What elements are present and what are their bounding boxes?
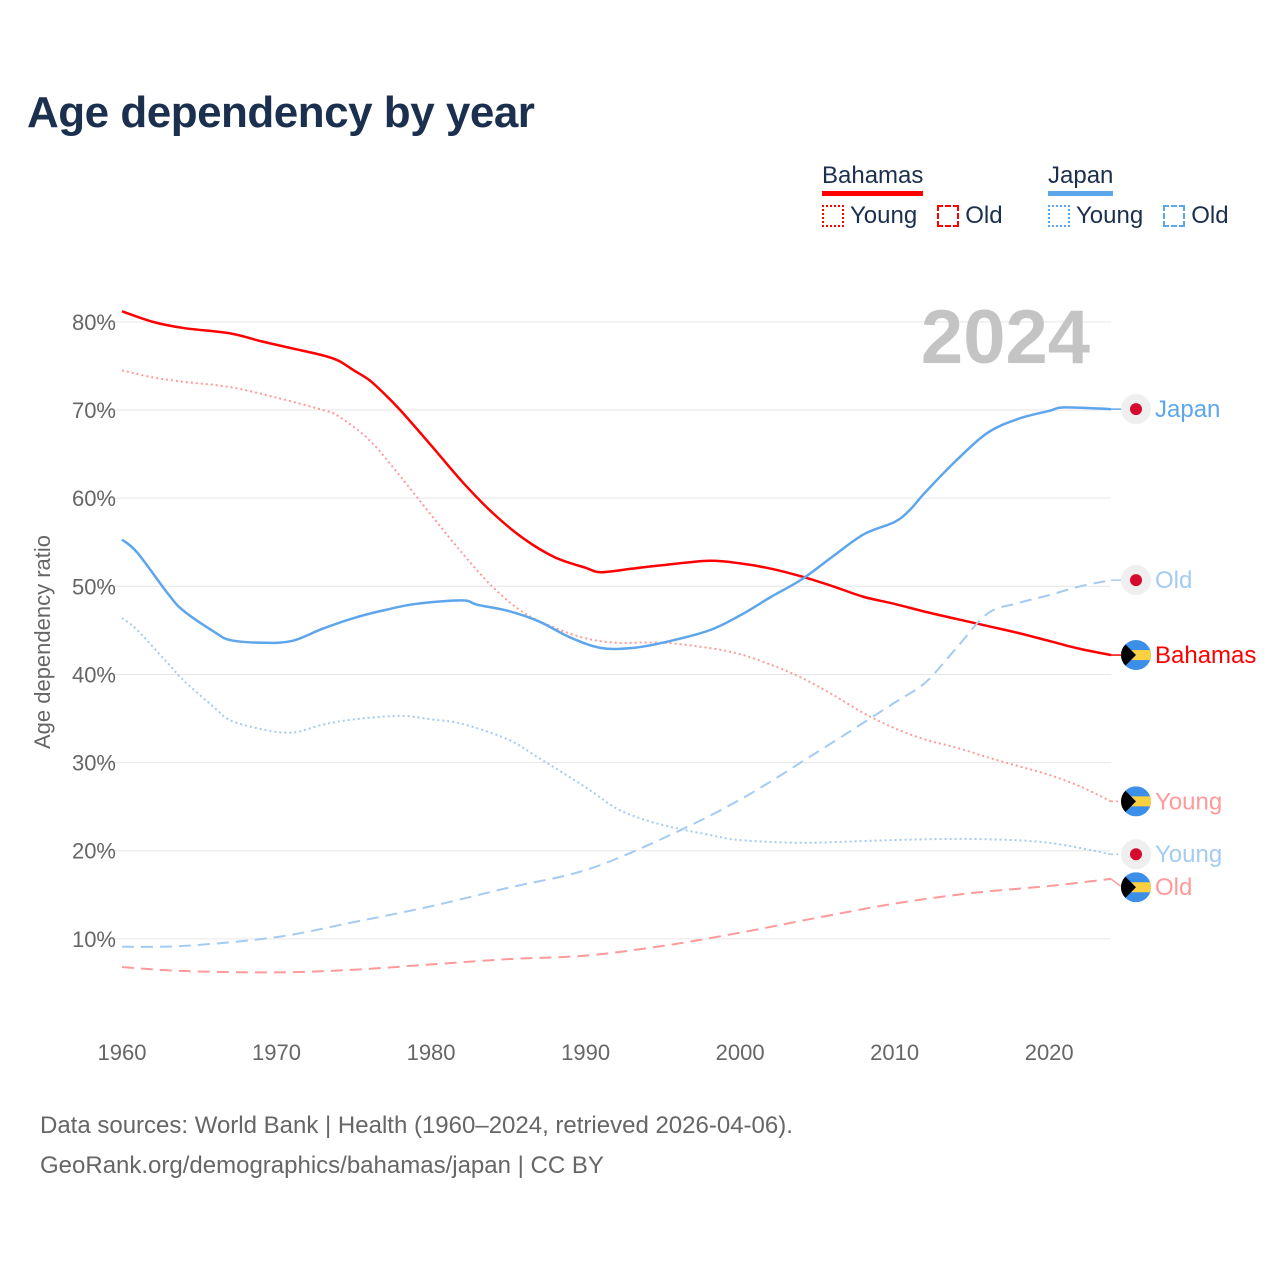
legend-japan-old[interactable]: Old [1191, 202, 1229, 229]
legend-bahamas-label[interactable]: Bahamas [822, 162, 924, 196]
x-tick-label: 2010 [870, 1040, 919, 1065]
y-tick-label: 10% [72, 927, 116, 952]
gridlines: 10% 20% 30% 40% 50% 60% 70% 80% 1960 1970 1980 1990… [72, 310, 1111, 1065]
end-label: Bahamas [1155, 642, 1256, 669]
legend-bahamas-young[interactable]: Young [850, 202, 918, 229]
series-line-bahamas-old [121, 877, 1112, 974]
legend-japan-label[interactable]: Japan [1048, 162, 1114, 196]
x-tick-label: 2000 [716, 1040, 765, 1065]
year-watermark: 2024 [921, 295, 1090, 380]
x-tick-label: 1980 [407, 1040, 456, 1065]
x-tick-label: 1970 [252, 1040, 301, 1065]
japan-flag-icon [1121, 394, 1151, 425]
legend-japan[interactable]: Japan Young Old [1048, 162, 1243, 230]
y-tick-label: 50% [72, 574, 116, 599]
end-connector [1110, 878, 1123, 888]
end-label: Young [1155, 788, 1222, 815]
end-label: Old [1155, 567, 1192, 594]
bahamas-flag-icon [1121, 786, 1151, 817]
dashed-swatch-icon [1163, 205, 1186, 227]
y-axis-label: Age dependency ratio [30, 535, 55, 749]
chart-title: Age dependency by year [27, 88, 535, 137]
series-line-bahamas [121, 310, 1112, 657]
japan-flag-icon [1121, 839, 1151, 870]
series-line-bahamas-young [121, 369, 1112, 803]
legend-bahamas-old[interactable]: Old [965, 202, 1003, 229]
series-lines [121, 310, 1112, 974]
y-tick-label: 60% [72, 486, 116, 511]
end-label: Young [1155, 841, 1222, 868]
y-tick-label: 70% [72, 398, 116, 423]
bahamas-flag-icon [1121, 640, 1151, 671]
bahamas-flag-icon [1121, 872, 1151, 903]
source-line-1: Data sources: World Bank | Health (1960–… [40, 1112, 793, 1139]
end-labels: Japan Old Bahamas Young Young Old [1110, 394, 1256, 903]
y-tick-label: 20% [72, 839, 116, 864]
dashed-swatch-icon [937, 205, 960, 227]
y-tick-label: 30% [72, 751, 116, 776]
series-line-japan-old [121, 579, 1112, 948]
legend-bahamas[interactable]: Bahamas Young Old [822, 162, 1017, 230]
legend-japan-young[interactable]: Young [1076, 202, 1144, 229]
source-line-2[interactable]: GeoRank.org/demographics/bahamas/japan |… [40, 1152, 604, 1179]
end-label: Japan [1155, 396, 1220, 423]
y-tick-label: 80% [72, 310, 116, 335]
dotted-swatch-icon [1048, 205, 1070, 227]
source-note: Data sources: World Bank | Health (1960–… [40, 1106, 793, 1186]
x-tick-label: 1990 [561, 1040, 610, 1065]
end-label: Old [1155, 874, 1192, 901]
y-tick-label: 40% [72, 662, 116, 687]
series-line-japan [121, 406, 1112, 651]
dotted-swatch-icon [822, 205, 844, 227]
japan-flag-icon [1121, 565, 1151, 596]
x-tick-label: 1960 [98, 1040, 147, 1065]
series-line-japan-young [121, 617, 1112, 856]
x-tick-label: 2020 [1025, 1040, 1074, 1065]
